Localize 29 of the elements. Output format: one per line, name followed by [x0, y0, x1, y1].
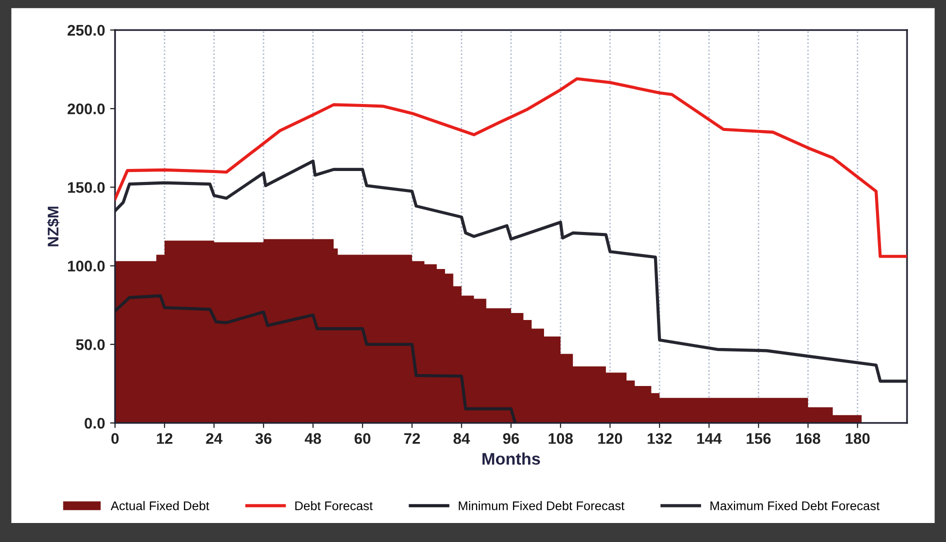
x-tick-label: 48 — [304, 433, 322, 444]
legend-label: Minimum Fixed Debt Forecast — [458, 501, 624, 510]
x-tick-label: 180 — [846, 433, 870, 444]
x-tick-label: 108 — [548, 433, 573, 444]
y-tick-label: 250.0 — [68, 24, 105, 36]
y-axis-title: NZ$M — [47, 206, 60, 246]
x-tick-label: 168 — [796, 433, 820, 444]
x-tick-label: 36 — [255, 433, 272, 444]
x-tick-label: 60 — [354, 433, 370, 444]
x-tick-label: 96 — [503, 433, 519, 444]
x-tick-label: 132 — [648, 433, 672, 444]
x-tick-label: 72 — [404, 433, 420, 444]
x-tick-label: 0 — [111, 433, 119, 444]
x-tick-label: 120 — [598, 433, 622, 444]
y-tick-label: 200.0 — [68, 103, 105, 114]
y-tick-label: 100.0 — [68, 260, 105, 272]
x-axis-title: Months — [482, 452, 540, 465]
line-series — [115, 77, 908, 258]
x-tick-label: 12 — [157, 433, 172, 444]
y-tick-label: 0.0 — [84, 418, 105, 429]
y-tick-label: 50.0 — [76, 339, 105, 350]
y-tick-label: 150.0 — [68, 182, 105, 193]
legend-label: Actual Fixed Debt — [110, 501, 210, 510]
legend-label: Maximum Fixed Debt Forecast — [710, 501, 880, 510]
legend-label: Debt Forecast — [295, 501, 373, 510]
x-tick-label: 144 — [697, 433, 722, 444]
x-tick-label: 24 — [206, 433, 222, 444]
x-tick-label: 84 — [454, 433, 470, 444]
x-tick-label: 156 — [746, 433, 771, 444]
